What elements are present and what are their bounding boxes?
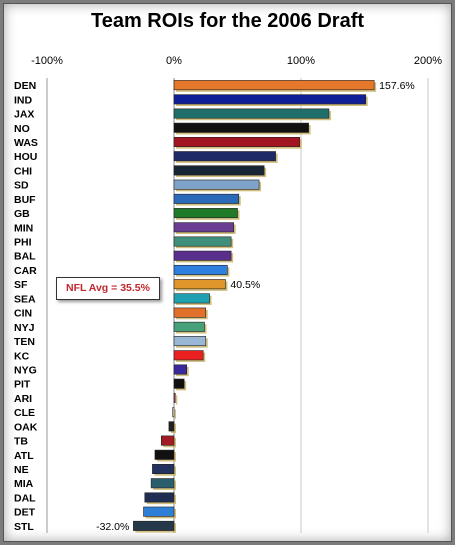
x-tick-label: 200% [414,55,442,67]
bar-kc [173,350,204,361]
category-label: DET [14,507,36,519]
category-label: GB [14,208,30,220]
bar-chi [173,165,265,176]
category-label: JAX [14,109,34,121]
category-label: CIN [14,308,32,320]
nfl-average-annotation: NFL Avg = 35.5% [56,277,160,300]
category-label: OAK [14,421,38,433]
category-label: SD [14,180,29,192]
bar-cin [173,307,207,318]
category-label: NO [14,123,30,135]
category-label: BUF [14,194,36,206]
bar-buf [173,193,240,204]
x-tick-label: 0% [166,55,182,67]
bar-phi [173,236,232,247]
data-label: 40.5% [230,279,260,291]
category-label: HOU [14,151,37,163]
category-label: NYG [14,364,37,376]
bar-ten [173,336,207,347]
bar-gb [173,208,238,219]
bar-ind [173,94,367,105]
bar-cle [172,407,175,418]
bar-tb [161,435,175,446]
category-label: CLE [14,407,35,419]
bar-jax [173,108,330,119]
bar-atl [154,449,175,460]
category-label: PIT [14,379,31,391]
chart-title: Team ROIs for the 2006 Draft [90,10,365,32]
bar-pit [173,378,185,389]
bar-shadow [174,409,176,419]
data-label: -32.0% [96,521,129,533]
category-label: STL [14,521,34,533]
category-label: DAL [14,492,36,504]
category-label: PHI [14,237,32,249]
category-label: MIA [14,478,34,490]
category-label: ATL [14,450,34,462]
category-label: KC [14,350,30,362]
bar-car [173,264,228,275]
bar-mia [150,478,175,489]
category-label: ARI [14,393,32,405]
category-label: NYJ [14,322,35,334]
x-tick-label: 100% [287,55,315,67]
bar-nyg [173,364,187,375]
category-label: CHI [14,165,32,177]
bar-nyj [173,321,205,332]
category-label: BAL [14,251,36,263]
category-label: CAR [14,265,37,277]
bar-den [173,80,375,91]
bar-sd [173,179,260,190]
bar-stl [133,520,175,531]
category-label: IND [14,94,33,106]
bar-ne [152,464,175,475]
bar-oak [168,421,175,432]
category-label: TEN [14,336,35,348]
bar-was [173,136,301,147]
data-label: 157.6% [379,80,415,92]
bar-shadow [176,395,178,405]
category-label: DEN [14,80,36,92]
x-tick-label: -100% [31,55,63,67]
bar-det [143,506,175,517]
bar-no [173,122,309,133]
category-label: TB [14,436,28,448]
category-label: WAS [14,137,38,149]
bar-min [173,222,234,233]
bar-sea [173,293,210,304]
bar-dal [144,492,175,503]
category-label: NE [14,464,29,476]
category-label: MIN [14,222,33,234]
category-label: SEA [14,293,36,305]
bar-ari [173,392,176,403]
bar-sf [173,279,226,290]
bar-bal [173,250,232,261]
category-label: SF [14,279,28,291]
bar-hou [173,151,276,162]
